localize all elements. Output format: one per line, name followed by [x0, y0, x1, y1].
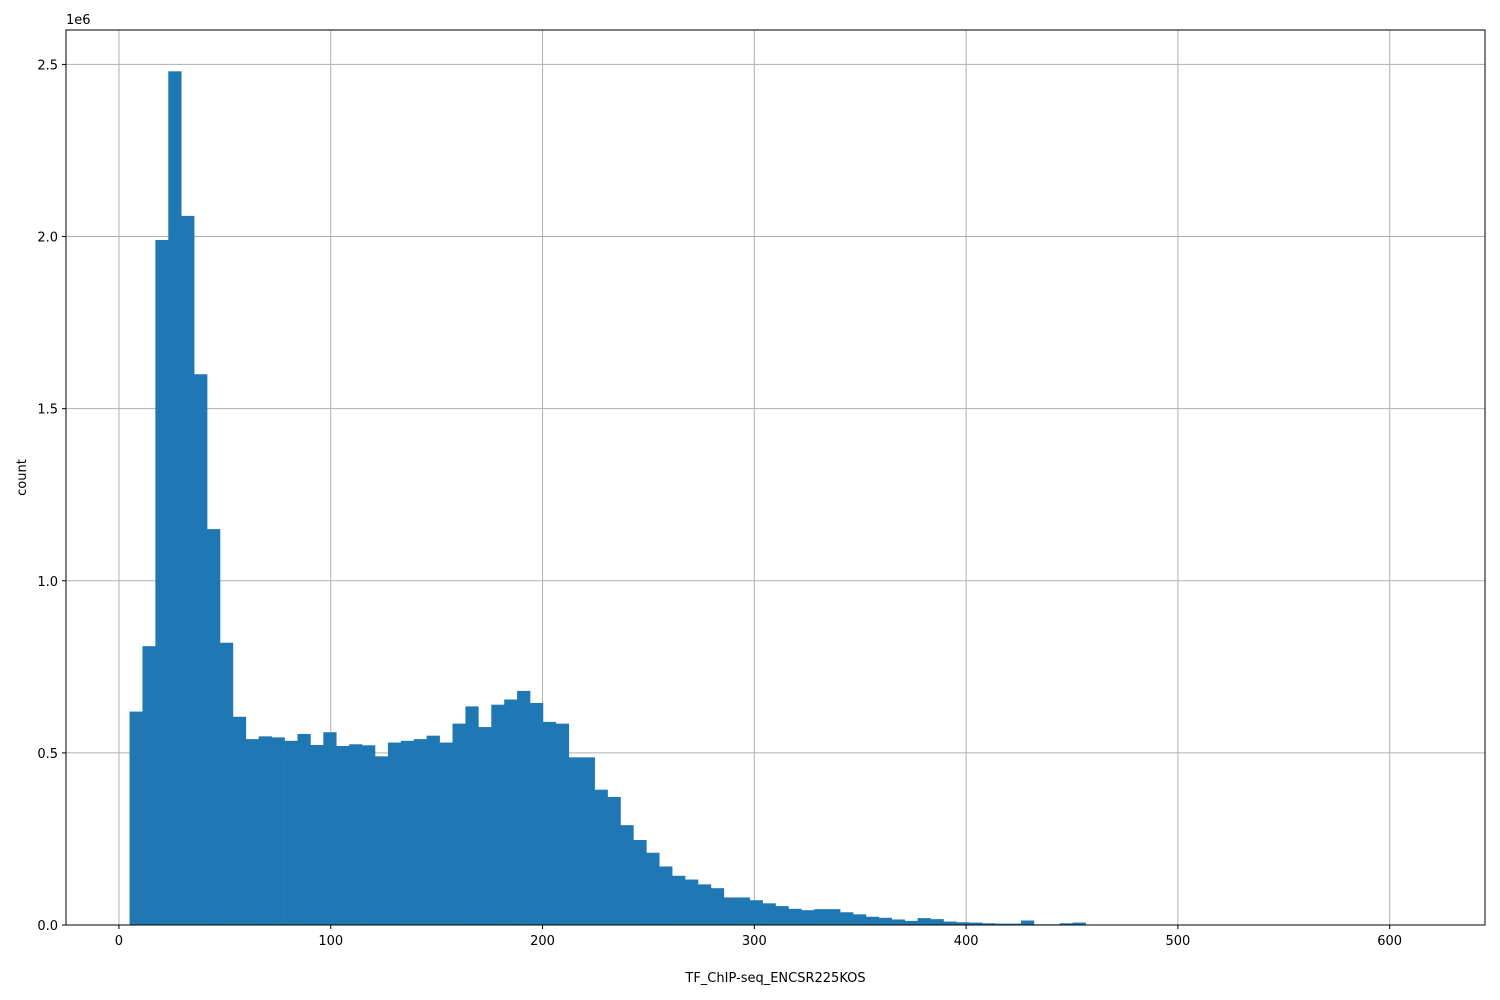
histogram-bar: [245, 739, 260, 925]
histogram-bar: [607, 796, 621, 925]
histogram-bars: [129, 71, 1422, 926]
y-tick-label: 2.5: [37, 58, 58, 73]
histogram-bar: [297, 733, 311, 925]
histogram-bar: [853, 914, 867, 925]
histogram-bar: [878, 917, 893, 925]
histogram-bar: [904, 920, 918, 925]
histogram-bar: [969, 922, 983, 925]
histogram-bar: [400, 740, 415, 925]
histogram-bar: [310, 744, 324, 925]
histogram-bar: [129, 711, 143, 925]
x-tick-label: 0: [115, 934, 123, 949]
histogram-bar: [1008, 923, 1022, 925]
plot-frame: [65, 29, 1486, 926]
histogram-bar: [387, 742, 402, 925]
y-axis-label: count: [15, 459, 30, 496]
histogram-bar: [219, 642, 234, 925]
histogram-bar: [1072, 922, 1086, 925]
histogram-bar: [697, 884, 712, 925]
histogram-bar: [207, 529, 221, 925]
histogram-bar: [956, 922, 970, 925]
histogram-bar: [568, 757, 583, 925]
y-tick-label: 0.0: [37, 919, 58, 934]
x-tick-label: 200: [530, 934, 555, 949]
y-tick-label: 0.5: [37, 747, 58, 762]
histogram-bar: [426, 735, 440, 925]
histogram-bar: [891, 919, 905, 925]
histogram-bar: [232, 716, 247, 925]
x-tick-label: 500: [1165, 934, 1190, 949]
histogram-bar: [672, 875, 686, 925]
histogram-bar: [271, 737, 285, 925]
histogram-bar: [749, 900, 763, 925]
histogram-bar: [995, 923, 1009, 925]
histogram-bar: [181, 215, 195, 925]
histogram-bar: [439, 742, 453, 925]
histogram-bar: [840, 912, 854, 925]
histogram-bar: [530, 702, 544, 925]
histogram-bar: [142, 646, 156, 925]
grid: [66, 30, 1485, 926]
histogram-bar: [646, 852, 660, 925]
histogram-bar: [1059, 923, 1073, 925]
y-tick-label: 2.0: [37, 231, 58, 246]
histogram-bar: [930, 919, 944, 925]
histogram-bar: [736, 897, 750, 925]
histogram-bar: [865, 916, 880, 925]
histogram-bar: [1020, 920, 1035, 925]
histogram-bar: [155, 239, 169, 925]
histogram-bar: [827, 909, 841, 925]
histogram-bar: [323, 732, 337, 925]
histogram-bar: [517, 690, 531, 925]
histogram-bar: [258, 736, 272, 925]
y-offset-label: 1e6: [66, 13, 91, 28]
x-tick-label: 600: [1377, 934, 1402, 949]
histogram-bar: [194, 374, 208, 925]
histogram-bar: [349, 744, 363, 925]
histogram-bar: [542, 721, 557, 925]
histogram-bar: [581, 757, 595, 925]
x-axis-label: TF_ChIP-seq_ENCSR225KOS: [684, 971, 865, 986]
histogram-bar: [491, 704, 505, 925]
histogram-bar: [685, 879, 699, 925]
histogram-bar: [375, 756, 389, 925]
histogram-bar: [555, 723, 570, 925]
histogram-bar: [633, 839, 647, 925]
histogram-bar: [478, 727, 492, 925]
histogram-bar: [504, 699, 518, 925]
histogram-bar: [801, 910, 815, 925]
histogram-bar: [594, 789, 608, 925]
x-tick-label: 400: [954, 934, 979, 949]
axis-ticks: 0 100 200 300 400 500 600 0.0 0.5 1.0 1.5 2.0 2.5: [37, 58, 1402, 949]
histogram-bar: [710, 888, 725, 925]
histogram-bar: [659, 866, 673, 925]
histogram-bar: [762, 903, 776, 925]
histogram-bar: [775, 906, 789, 925]
y-tick-label: 1.0: [37, 575, 58, 590]
histogram-bar: [788, 908, 802, 925]
histogram-bar: [982, 923, 996, 925]
histogram-bar: [723, 897, 738, 925]
histogram-bar: [284, 740, 298, 925]
histogram-bar: [465, 706, 479, 925]
histogram-bar: [620, 825, 634, 925]
x-tick-label: 300: [742, 934, 767, 949]
histogram-bar: [336, 746, 350, 925]
histogram-bar: [943, 921, 957, 925]
histogram-bar: [917, 918, 931, 925]
histogram-bar: [168, 71, 182, 926]
x-tick-label: 100: [318, 934, 343, 949]
histogram-bar: [452, 723, 466, 925]
y-tick-label: 1.5: [37, 403, 58, 418]
histogram-bar: [814, 909, 828, 925]
histogram-bar: [362, 745, 376, 925]
histogram-bar: [413, 739, 427, 925]
